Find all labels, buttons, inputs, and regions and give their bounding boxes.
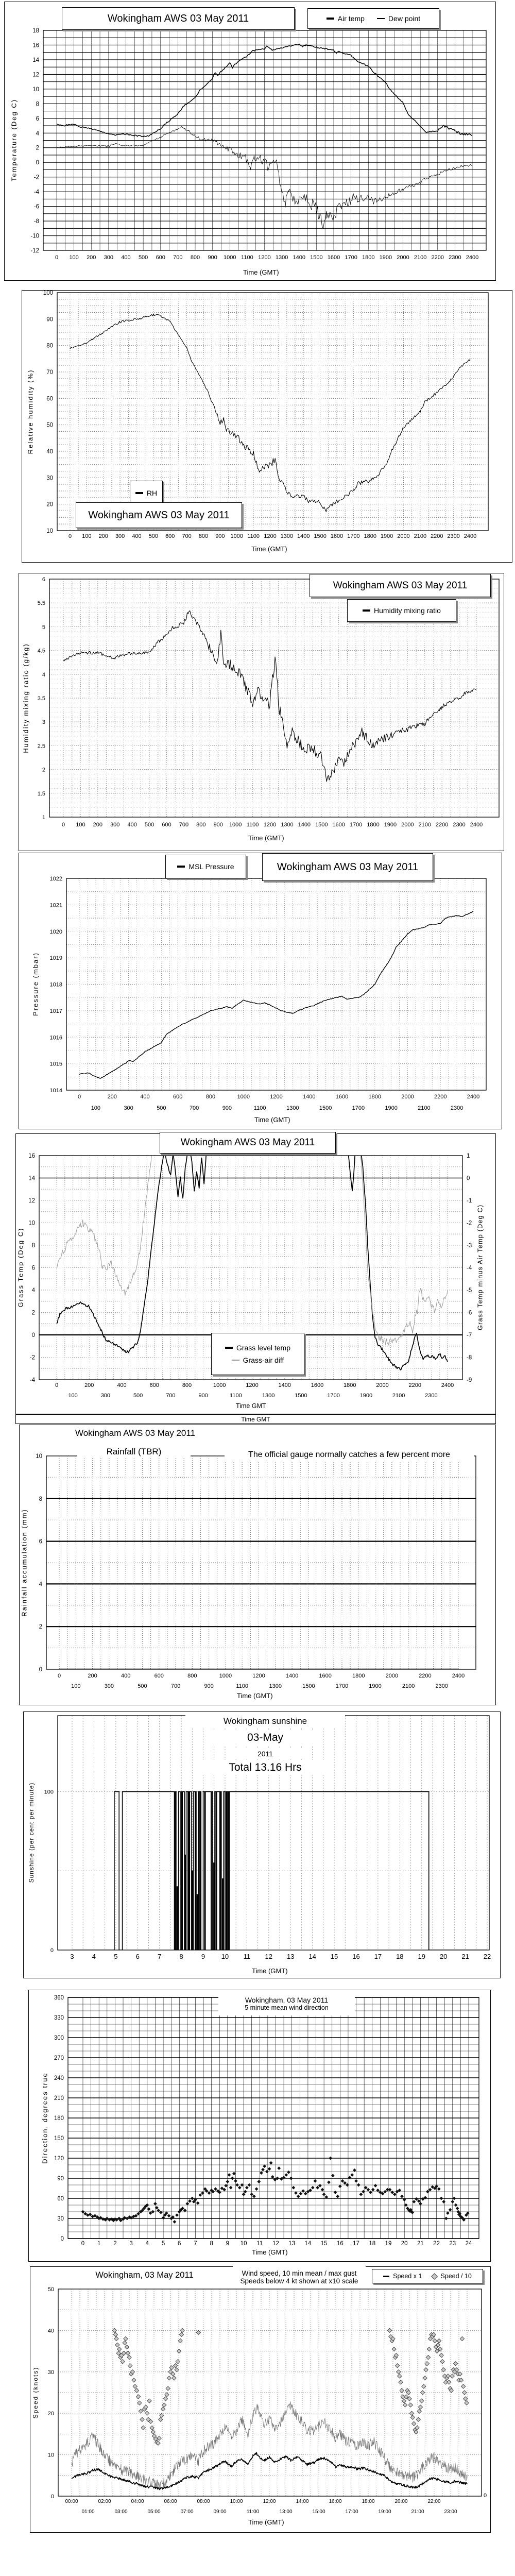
grass-air-diff-legend-entry: Grass-air diff (231, 1356, 284, 1364)
sunshine-year: 2011 (227, 1749, 304, 1759)
wind-speed-right-zero-label: 0 (484, 2493, 487, 2499)
rh-line-icon (135, 492, 143, 494)
wind-speed-subtitle2: Speeds below 4 kt shown at x10 scale (240, 2277, 358, 2285)
air-temp-line-icon (326, 18, 334, 20)
rh-y-axis-label: Relative humidity (%) (26, 369, 35, 454)
chart-panel-temperature (4, 2, 496, 281)
sunshine-total-text: Total 13.16 Hrs (229, 1761, 302, 1773)
speed-x1-line-icon (383, 2275, 390, 2277)
wind-speed-x-axis-label: Time (GMT) (248, 2518, 284, 2526)
temperature-legend: Air temp Dew point (307, 8, 439, 29)
rh-x-axis-label: Time (GMT) (251, 545, 287, 553)
grass-temp-y-axis-label: Grass Temp (Deg C) (16, 1227, 25, 1308)
temperature-title-box: Wokingham AWS 03 May 2011 (62, 7, 295, 30)
chart-panel-wind-direction (28, 1990, 491, 2262)
speed-x1-legend-label: Speed x 1 (393, 2273, 422, 2280)
chart-panel-wind-speed (30, 2266, 491, 2533)
mixing-ratio-x-axis-label: Time (GMT) (248, 834, 284, 842)
rainfall-x-axis-label: Time (GMT) (237, 1692, 273, 1700)
wind-direction-x-axis-label: Time (GMT) (252, 2248, 288, 2256)
pressure-y-axis-label: Pressure (mbar) (31, 952, 40, 1016)
grass-level-legend-label: Grass level temp (236, 1344, 291, 1352)
mixing-ratio-line-icon (363, 609, 371, 612)
rainfall-subtitle: Rainfall (TBR) (77, 1446, 191, 1458)
pressure-title-box: Wokingham AWS 03 May 2011 (262, 853, 433, 881)
chart-panel-relative-humidity (22, 290, 512, 563)
chart-panel-sunshine (23, 1711, 501, 1978)
pressure-legend-label: MSL Pressure (188, 862, 234, 871)
grass-level-line-icon (225, 1347, 233, 1349)
rainfall-note-text: The official gauge normally catches a fe… (248, 1450, 450, 1459)
sunshine-title: Wokingham sunshine (185, 1715, 345, 1728)
mixing-ratio-y-axis-label: Humidity mixing ratio (g/kg) (22, 643, 30, 753)
mixing-ratio-title-box: Wokingham AWS 03 May 2011 (310, 574, 491, 597)
temperature-y-axis-label: Temperature (Deg C) (10, 98, 18, 182)
mixing-ratio-legend-label: Humidity mixing ratio (374, 606, 441, 615)
rh-legend: RH (130, 481, 163, 505)
sunshine-y-axis-label: Sunshine (per cent per minute) (28, 1782, 35, 1883)
wind-speed-subtitle-block: Wind speed, 10 min mean / max gust Speed… (233, 2266, 366, 2288)
grass-air-diff-legend-label: Grass-air diff (243, 1356, 284, 1364)
mixing-ratio-legend: Humidity mixing ratio (347, 599, 456, 622)
temperature-x-axis-label: Time (GMT) (243, 268, 279, 276)
wind-speed-subtitle: Wind speed, 10 min mean / max gust (242, 2269, 357, 2277)
rh-title-box: Wokingham AWS 03 May 2011 (76, 502, 242, 528)
wind-direction-subtitle: 5 minute mean wind direction (245, 2004, 329, 2011)
grass-temp-x-axis-label: Time GMT (236, 1402, 266, 1410)
chart-panel-mixing-ratio (19, 573, 504, 851)
mixing-ratio-title: Wokingham AWS 03 May 2011 (333, 580, 468, 591)
rainfall-title-text: Wokingham AWS 03 May 2011 (75, 1428, 196, 1438)
dew-point-line-icon (376, 18, 385, 19)
temperature-title: Wokingham AWS 03 May 2011 (107, 12, 249, 24)
grass-temp-title-box: Wokingham AWS 03 May 2011 (160, 1132, 336, 1154)
grass-temp-title: Wokingham AWS 03 May 2011 (180, 1137, 315, 1148)
grass-temp-legend: Grass level temp Grass-air diff (211, 1333, 304, 1375)
sunshine-x-axis-label: Time (GMT) (252, 1967, 288, 1975)
wind-direction-title-patch: Wokingham, 03 May 2011 5 minute mean win… (218, 1992, 355, 2015)
rainfall-y-axis-label: Rainfall accumulation (mm) (20, 1509, 28, 1617)
grass-strip-label: Time GMT (241, 1415, 270, 1423)
chart-panel-pressure (19, 853, 502, 1129)
grass-level-legend-entry: Grass level temp (225, 1344, 290, 1352)
wind-speed-title-text: Wokingham, 03 May 2011 (95, 2270, 194, 2280)
sunshine-date-text: 03-May (247, 1732, 284, 1743)
pressure-title: Wokingham AWS 03 May 2011 (277, 861, 419, 873)
rh-title: Wokingham AWS 03 May 2011 (88, 509, 230, 521)
grass-temp-time-strip: Time GMT (15, 1414, 496, 1424)
wind-direction-title: Wokingham, 03 May 2011 (245, 1996, 329, 2004)
rainfall-subtitle-text: Rainfall (TBR) (106, 1447, 162, 1456)
air-temp-legend-label: Air temp (337, 14, 365, 23)
rainfall-title: Wokingham AWS 03 May 2011 (62, 1427, 209, 1439)
dew-point-legend-label: Dew point (388, 14, 421, 23)
pressure-x-axis-label: Time (GMT) (254, 1116, 290, 1124)
speed-div10-legend-label: Speed / 10 (440, 2273, 472, 2280)
chart-panel-rainfall (19, 1425, 496, 1705)
rh-legend-label: RH (146, 488, 158, 497)
wind-speed-y-axis-label: Speed (knots) (32, 2366, 39, 2419)
speed-div10-diamond-icon (431, 2273, 438, 2280)
sunshine-title-text: Wokingham sunshine (223, 1716, 307, 1726)
wind-speed-legend: Speed x 1 Speed / 10 (372, 2269, 483, 2283)
sunshine-year-text: 2011 (257, 1750, 273, 1758)
pressure-legend: MSL Pressure (165, 855, 246, 878)
rainfall-note: The official gauge normally catches a fe… (225, 1449, 474, 1461)
sunshine-date: 03-May (210, 1730, 321, 1745)
sunshine-total: Total 13.16 Hrs (198, 1760, 332, 1775)
grass-air-diff-y-axis-label: Grass Temp minus Air Temp (Deg C) (476, 1204, 484, 1331)
grass-air-diff-line-icon (231, 1360, 239, 1361)
pressure-line-icon (177, 866, 185, 868)
wind-speed-title: Wokingham, 03 May 2011 (81, 2269, 208, 2281)
wind-direction-y-axis-label: Direction, degrees true (41, 2072, 49, 2164)
